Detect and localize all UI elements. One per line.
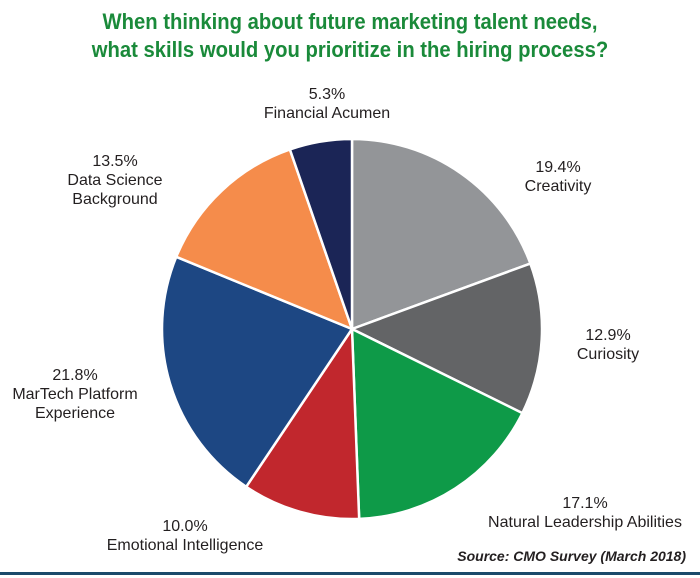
- label-creativity: 19.4% Creativity: [508, 158, 608, 196]
- pie-slice-curiosity: [350, 262, 544, 415]
- source-note: Source: CMO Survey (March 2018): [457, 548, 686, 564]
- label-data-science-background: 13.5% Data Science Background: [55, 152, 175, 209]
- pct-creativity: 19.4%: [535, 159, 581, 176]
- label-natural-leadership: 17.1% Natural Leadership Abilities: [480, 494, 690, 532]
- chart-title: When thinking about future marketing tal…: [35, 8, 665, 64]
- text-financial-acumen: Financial Acumen: [263, 105, 391, 122]
- chart-title-line-1: When thinking about future marketing tal…: [102, 9, 598, 34]
- bottom-rule: [0, 572, 700, 575]
- pie-slice-data-science-background: [174, 148, 354, 331]
- pie-slice-creativity: [350, 137, 532, 331]
- text-creativity: Creativity: [524, 178, 592, 195]
- pie-slice-emotional-intelligence: [244, 327, 361, 521]
- pie-slice-financial-acumen: [288, 137, 354, 331]
- label-martech-platform-experience: 21.8% MarTech Platform Experience: [10, 366, 140, 423]
- text-data-science-line-2: Background: [72, 191, 158, 208]
- text-data-science-line-1: Data Science: [67, 172, 163, 189]
- pct-financial-acumen: 5.3%: [308, 86, 346, 103]
- pct-leadership: 17.1%: [562, 495, 608, 512]
- pct-data-science: 13.5%: [92, 153, 138, 170]
- pct-curiosity: 12.9%: [585, 327, 631, 344]
- text-martech-line-1: MarTech Platform: [12, 386, 138, 403]
- pct-emotional: 10.0%: [162, 518, 208, 535]
- label-curiosity: 12.9% Curiosity: [563, 326, 653, 364]
- chart-title-line-2: what skills would you prioritize in the …: [91, 37, 609, 62]
- label-emotional-intelligence: 10.0% Emotional Intelligence: [100, 517, 270, 555]
- pct-martech: 21.8%: [52, 367, 98, 384]
- label-financial-acumen: 5.3% Financial Acumen: [262, 85, 392, 123]
- pie-slice-martech-platform-experience: [160, 255, 354, 489]
- text-leadership: Natural Leadership Abilities: [488, 514, 682, 531]
- text-curiosity: Curiosity: [576, 346, 640, 363]
- text-martech-line-2: Experience: [34, 405, 116, 422]
- text-emotional: Emotional Intelligence: [106, 537, 264, 554]
- pie-slice-natural-leadership-abilities: [350, 327, 524, 521]
